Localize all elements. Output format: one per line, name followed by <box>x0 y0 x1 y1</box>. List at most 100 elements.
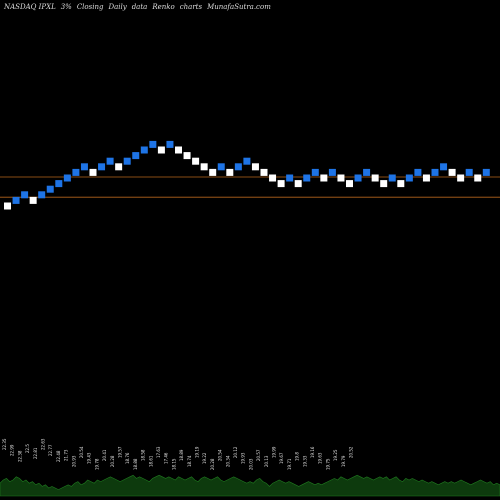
reference-lines <box>0 176 500 198</box>
down-brick <box>106 157 114 165</box>
volume-label: 22.77 <box>48 444 53 456</box>
down-brick <box>38 191 46 199</box>
down-brick <box>55 180 63 188</box>
volume-label: 20.12 <box>233 446 238 458</box>
volume-label: 20.28 <box>110 455 115 467</box>
down-brick <box>482 168 490 176</box>
volume-label: 18.89 <box>179 449 184 461</box>
volume-label: 22.38 <box>17 450 22 462</box>
volume-label: 19.79 <box>341 455 346 467</box>
volume-label: 17.46 <box>164 452 169 464</box>
down-brick <box>286 174 294 182</box>
volume-label: 19.67 <box>279 452 284 464</box>
exchange-symbol: NASDAQ IPXL <box>4 3 56 11</box>
down-brick <box>72 168 80 176</box>
volume-label: 20.54 <box>218 449 223 461</box>
volume-label: 19.93 <box>241 452 246 464</box>
down-brick <box>388 174 396 182</box>
down-brick <box>166 140 174 148</box>
volume-label: 18.88 <box>133 458 138 470</box>
volume-label: 20.93 <box>71 455 76 467</box>
up-brick <box>320 174 328 182</box>
down-brick <box>80 163 88 171</box>
volume-label: 18.74 <box>187 455 192 467</box>
down-brick <box>21 191 29 199</box>
volume-label: 20.03 <box>248 458 253 470</box>
up-brick <box>89 168 97 176</box>
up-brick <box>380 180 388 188</box>
volume-label: 22.99 <box>10 444 15 456</box>
down-brick <box>311 168 319 176</box>
series-label: Closing <box>76 3 104 11</box>
down-brick <box>465 168 473 176</box>
up-brick <box>251 163 259 171</box>
up-brick <box>337 174 345 182</box>
volume-label: 19.63 <box>318 452 323 464</box>
volume-label: 19.33 <box>302 455 307 467</box>
down-brick <box>234 163 242 171</box>
down-brick <box>140 146 148 154</box>
down-brick <box>303 174 311 182</box>
down-brick <box>12 196 20 204</box>
down-brick <box>440 163 448 171</box>
down-brick <box>46 185 54 193</box>
down-brick <box>123 157 131 165</box>
up-brick <box>474 174 482 182</box>
volume-label: 19.75 <box>325 458 330 470</box>
volume-label: 20.28 <box>210 458 215 470</box>
chart-kind-label: Renko <box>152 3 175 11</box>
volume-label: 20.13 <box>264 455 269 467</box>
volume-label: 19.25 <box>333 449 338 461</box>
up-brick <box>346 180 353 188</box>
up-brick <box>4 202 11 210</box>
source-label: MunafaSutra.com <box>207 3 271 11</box>
up-brick <box>269 174 277 182</box>
up-brick <box>422 174 430 182</box>
up-brick <box>192 157 200 165</box>
volume-label: 20.34 <box>225 455 230 467</box>
frequency-label: Daily <box>108 3 127 11</box>
down-brick <box>354 174 362 182</box>
volume-label: 17.63 <box>156 446 161 458</box>
up-brick <box>175 146 182 154</box>
percent-change: 3% <box>60 3 72 11</box>
up-brick <box>157 146 165 154</box>
volume-label: 19.22 <box>202 452 207 464</box>
volume-label: 22.81 <box>33 447 38 459</box>
down-brick <box>363 168 371 176</box>
up-brick <box>115 163 123 171</box>
down-brick <box>243 157 251 165</box>
volume-label: 19.71 <box>287 458 292 470</box>
data-label: data <box>131 3 148 11</box>
volume-label: 18.76 <box>125 452 130 464</box>
down-brick <box>217 163 225 171</box>
volume-label: 18.58 <box>141 449 146 461</box>
volume-label: 19.57 <box>118 446 123 458</box>
down-brick <box>132 152 140 160</box>
volume-label: 22.48 <box>56 450 61 462</box>
up-brick <box>457 174 465 182</box>
up-brick <box>29 196 37 204</box>
volume-label: 20.52 <box>349 446 354 458</box>
volume-label: 19.8 <box>295 452 300 461</box>
volume-label: 19.78 <box>94 458 99 470</box>
volume-label: 20.57 <box>256 449 261 461</box>
down-brick <box>149 140 157 148</box>
down-brick <box>328 168 336 176</box>
down-brick <box>431 168 439 176</box>
up-brick <box>260 168 268 176</box>
up-brick <box>226 168 234 176</box>
up-brick <box>277 180 285 188</box>
up-brick <box>200 163 208 171</box>
up-brick <box>183 152 191 160</box>
up-brick <box>397 180 405 188</box>
volume-label: 22.5 <box>25 444 30 453</box>
volume-label: 18.61 <box>148 455 153 467</box>
chart-header: NASDAQ IPXL 3% Closing Daily data Renko charts… <box>4 3 276 11</box>
up-brick <box>371 174 379 182</box>
down-brick <box>63 174 71 182</box>
charts-label: charts <box>179 3 203 11</box>
down-brick <box>98 163 106 171</box>
